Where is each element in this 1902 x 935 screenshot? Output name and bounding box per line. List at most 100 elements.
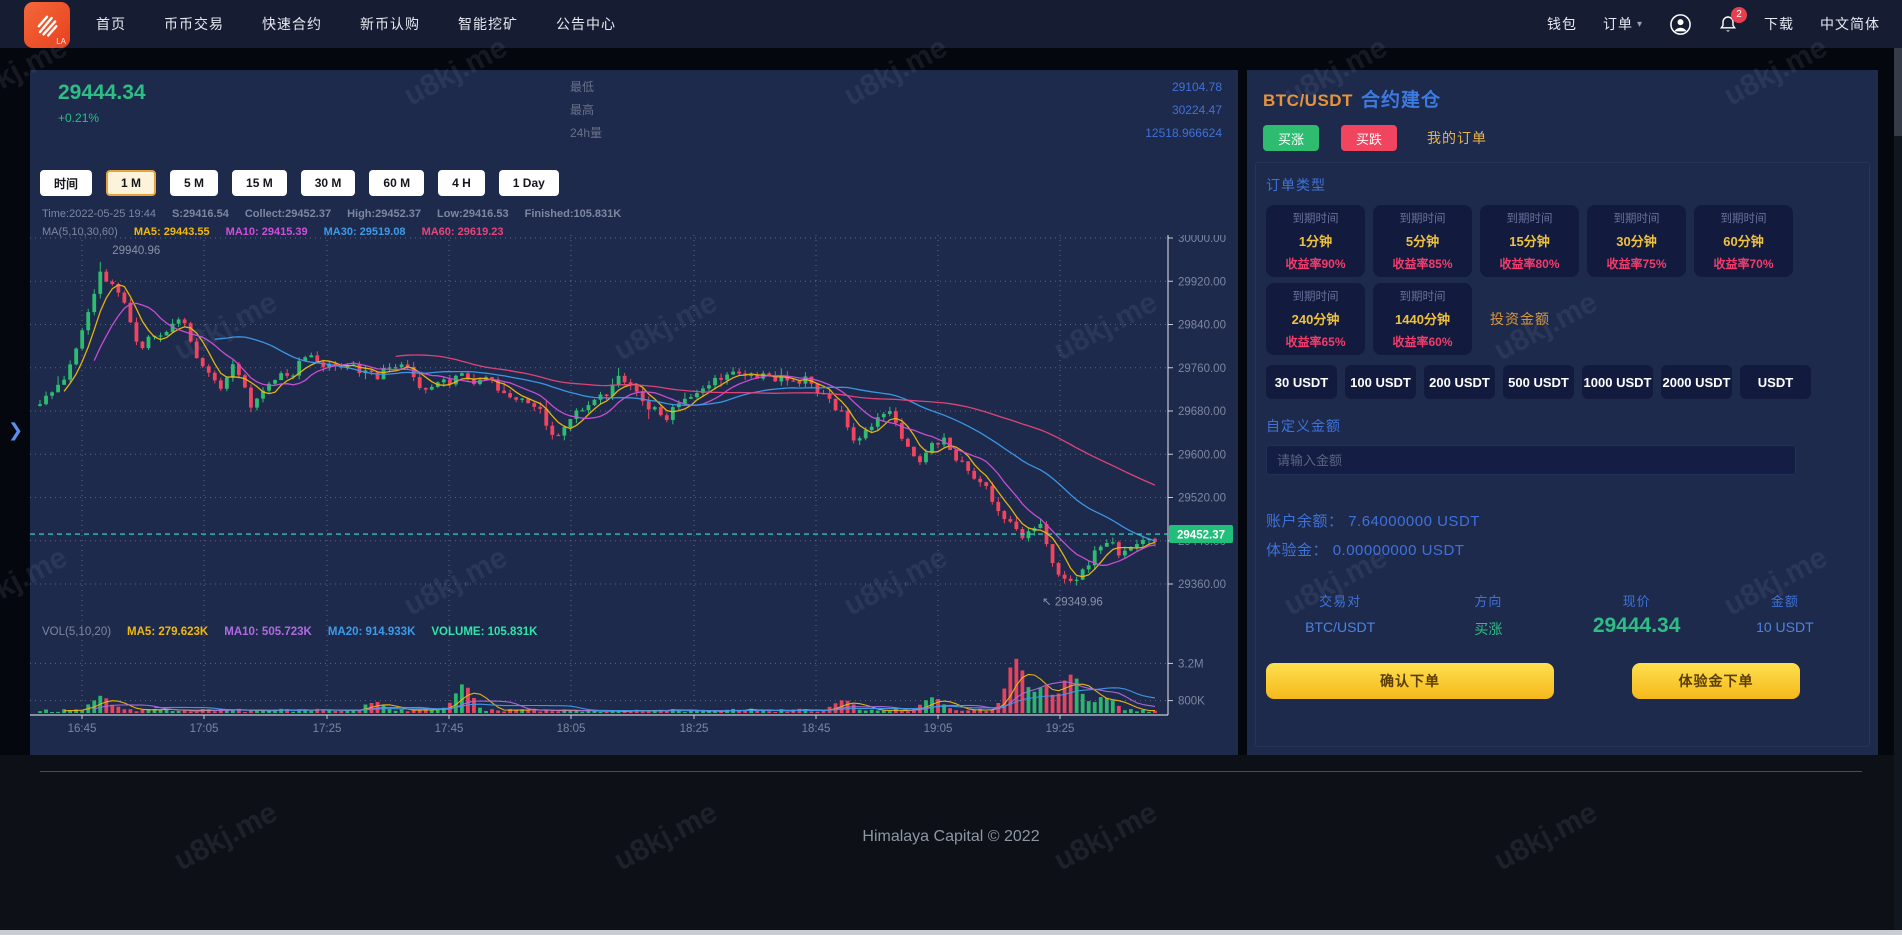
buy-down-button[interactable]: 买跌	[1341, 125, 1397, 151]
orders-dropdown[interactable]: 订单 ▾	[1603, 14, 1643, 34]
summary-col-2: 现价 29444.34	[1563, 591, 1711, 639]
order-type-card-5[interactable]: 到期时间 240分钟 收益率65%	[1266, 283, 1365, 355]
profile-icon[interactable]	[1669, 13, 1692, 36]
amount-button-5[interactable]: 2000 USDT	[1661, 365, 1732, 399]
legend-ohlc-0: Time:2022-05-25 19:44	[42, 208, 156, 220]
chart-text: 29360.00	[1178, 579, 1226, 591]
interval-button-5[interactable]: 60 M	[369, 170, 425, 196]
order-type-card-0[interactable]: 到期时间 1分钟 收益率90%	[1266, 205, 1365, 277]
ticker-price: 29444.34	[58, 81, 146, 104]
interval-button-0[interactable]: 时间	[40, 170, 93, 196]
stat-label: 最高	[570, 103, 595, 117]
invest-amount-label: 投资金额	[1490, 311, 1550, 327]
bell-icon[interactable]: 2	[1718, 6, 1747, 35]
nav-right: 钱包 订单 ▾ 2 下载 中文简体	[1546, 6, 1880, 36]
amount-button-3[interactable]: 500 USDT	[1503, 365, 1574, 399]
trade-panel-title: 合约建仓	[1360, 90, 1441, 111]
interval-button-2[interactable]: 5 M	[170, 170, 219, 196]
order-type-card-1[interactable]: 到期时间 5分钟 收益率85%	[1373, 205, 1472, 277]
interval-button-4[interactable]: 30 M	[300, 170, 356, 196]
trial-balance-value: 0.00000000 USDT	[1332, 542, 1465, 559]
nav-item-5[interactable]: 公告中心	[556, 16, 616, 32]
trial-order-button[interactable]: 体验金下单	[1632, 663, 1800, 699]
chart-text: ↖ 29349.96	[1042, 597, 1103, 609]
custom-amount-input[interactable]	[1266, 445, 1796, 475]
amount-button-6[interactable]: USDT	[1740, 365, 1811, 399]
interval-button-1[interactable]: 1 M	[106, 170, 157, 196]
vertical-scrollbar-thumb[interactable]	[1894, 48, 1902, 136]
interval-button-6[interactable]: 4 H	[438, 170, 485, 196]
rate-label: 收益率60%	[1392, 335, 1453, 349]
rate-label: 收益率85%	[1392, 257, 1453, 271]
summary-label: 方向	[1474, 594, 1503, 609]
balances: 账户余额： 7.64000000 USDT 体验金： 0.00000000 US…	[1266, 507, 1859, 565]
my-orders-link[interactable]: 我的订单	[1427, 130, 1487, 146]
chart-text: 17:25	[313, 723, 342, 735]
duration-label: 240分钟	[1291, 312, 1340, 327]
order-form: 订单类型 到期时间 1分钟 收益率90% 到期时间 5分钟 收益率85% 到期时间 15分钟收…	[1255, 162, 1870, 747]
stat-label: 24h量	[570, 126, 603, 140]
notification-badge: 2	[1731, 6, 1747, 23]
chart-legend-ohlc: Time:2022-05-25 19:44 S:29416.54 Collect:2…	[42, 208, 621, 220]
language-selector[interactable]: 中文简体	[1820, 16, 1880, 32]
amount-button-2[interactable]: 200 USDT	[1424, 365, 1495, 399]
stat-value: 29104.78	[1171, 79, 1222, 94]
nav-menu: 首页 币币交易 快速合约 新币认购 智能挖矿 公告中心	[96, 14, 616, 34]
confirm-order-button[interactable]: 确认下单	[1266, 663, 1554, 699]
chart-text: 3.2M	[1178, 658, 1204, 670]
legend-ohlc-2: Collect:29452.37	[244, 208, 332, 220]
vertical-scrollbar-track[interactable]	[1894, 48, 1902, 930]
sidebar-expand-chevron[interactable]: ❯	[8, 420, 24, 440]
interval-button-7[interactable]: 1 Day	[498, 170, 559, 196]
chart-text: 17:05	[190, 723, 219, 735]
order-buttons: 确认下单 体验金下单	[1266, 663, 1800, 699]
chart-text: 29680.00	[1178, 406, 1226, 418]
custom-amount-label: 自定义金额	[1266, 418, 1341, 434]
order-type-card-2[interactable]: 到期时间 15分钟 收益率80%	[1480, 205, 1579, 277]
chart-text: 29840.00	[1178, 320, 1226, 332]
nav-item-1[interactable]: 币币交易	[164, 16, 224, 32]
chart-text: 18:45	[802, 723, 831, 735]
summary-value: BTC/USDT	[1305, 619, 1376, 635]
nav-item-3[interactable]: 新币认购	[360, 16, 420, 32]
duration-label: 15分钟	[1509, 234, 1550, 249]
account-balance: 账户余额： 7.64000000 USDT	[1266, 507, 1859, 536]
wallet-link[interactable]: 钱包	[1546, 16, 1577, 32]
interval-button-3[interactable]: 15 M	[232, 170, 287, 196]
trade-panel: BTC/USDT 合约建仓 买涨 买跌 我的订单 订单类型 到期时间 1分钟 收益率9…	[1247, 70, 1878, 755]
chart-text: 17:45	[435, 723, 464, 735]
nav-item-4[interactable]: 智能挖矿	[458, 16, 518, 32]
horizontal-scrollbar[interactable]	[0, 930, 1902, 935]
trial-balance-label: 体验金：	[1266, 542, 1329, 559]
legend-ohlc-3: High:29452.37	[347, 208, 422, 220]
order-type-card-3[interactable]: 到期时间 30分钟 收益率75%	[1587, 205, 1686, 277]
order-type-card-4[interactable]: 到期时间 60分钟 收益率70%	[1694, 205, 1793, 277]
amount-button-0[interactable]: 30 USDT	[1266, 365, 1337, 399]
candlestick-chart[interactable]: 30000.00 29920.00 29840.00 29760.00 29680.00…	[30, 235, 1238, 755]
chart-text: 19:05	[924, 723, 953, 735]
expire-time-label: 到期时间	[1292, 291, 1339, 303]
current-price-tag	[1169, 525, 1233, 544]
order-type-label: 订单类型	[1266, 177, 1326, 193]
summary-col-0: 交易对 BTC/USDT	[1266, 591, 1414, 639]
expire-time-label: 到期时间	[1292, 213, 1339, 225]
summary-value: 10 USDT	[1756, 619, 1814, 635]
legend-ohlc-5: Finished:105.831K	[524, 208, 622, 220]
nav-item-2[interactable]: 快速合约	[262, 16, 322, 32]
expire-time-label: 到期时间	[1399, 291, 1446, 303]
footer-divider	[40, 771, 1862, 772]
download-link[interactable]: 下载	[1764, 16, 1794, 32]
order-summary: 交易对 BTC/USDT 方向 买涨 现价 29444.34 金额 10 USDT	[1266, 591, 1859, 639]
amount-button-4[interactable]: 1000 USDT	[1582, 365, 1653, 399]
app-logo[interactable]: LA	[24, 1, 70, 48]
expire-time-label: 到期时间	[1720, 213, 1767, 225]
order-type-card-6[interactable]: 到期时间 1440分钟 收益率60%	[1373, 283, 1472, 355]
footer: Himalaya Capital © 2022	[0, 755, 1902, 935]
logo-feather-icon	[37, 15, 58, 37]
amount-button-1[interactable]: 100 USDT	[1345, 365, 1416, 399]
nav-item-0[interactable]: 首页	[96, 16, 126, 32]
stat-label: 最低	[570, 80, 595, 94]
legend-ohlc-4: Low:29416.53	[437, 208, 509, 220]
buy-up-button[interactable]: 买涨	[1263, 125, 1319, 151]
chart-panel: 29444.34 +0.21% 最低 29104.78 最高 30224.47 24h量…	[30, 70, 1238, 755]
